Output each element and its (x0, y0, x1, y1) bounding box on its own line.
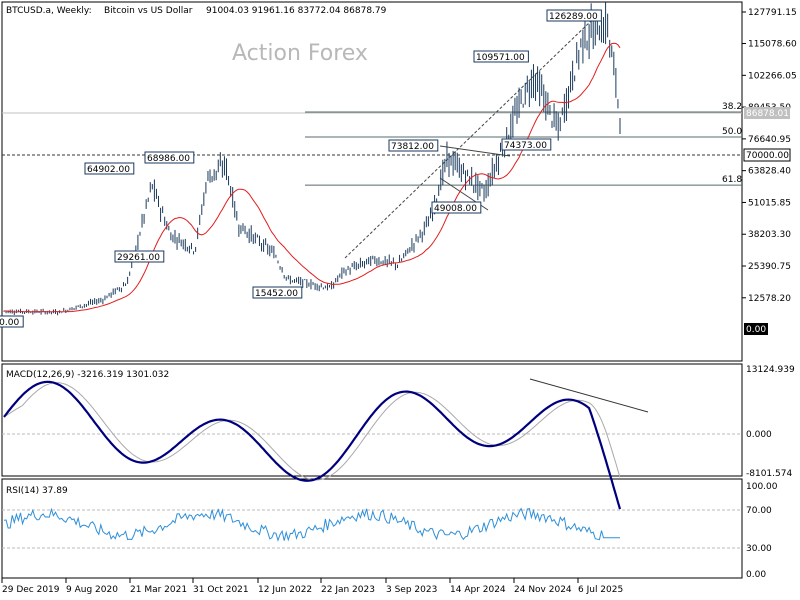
swing-label-box (252, 286, 303, 299)
price-tick-label: 12578.20 (748, 294, 791, 304)
time-axis: 29 Dec 2019 9 Aug 2020 21 Mar 2021 31 Oct 2… (1, 578, 623, 595)
chart-symbol: BTCUSD.a, Weekly: (6, 6, 92, 16)
swing-label-box (388, 139, 439, 152)
price-tick-label: 115078.60 (748, 40, 797, 50)
level-price-label: 70000.00 (746, 151, 789, 161)
rsi-title: RSI(14) 37.89 (6, 486, 68, 496)
price-tick-label: 102266.05 (748, 71, 797, 81)
swing-label: 126289.00 (549, 12, 598, 22)
swing-label: 74373.00 (504, 141, 547, 151)
macd-divergence-line (529, 378, 649, 413)
level-price-box (743, 148, 791, 162)
swing-label-box (84, 162, 135, 175)
time-label: 29 Dec 2019 (2, 585, 60, 595)
chart-description: Bitcoin vs US Dollar (104, 6, 193, 16)
macd-signal-line (3, 382, 621, 481)
fib-ratio-label: 38.2 (722, 102, 742, 112)
swing-labels: 126289.00 109571.00 73812.00 74373.00 49008.… (0, 9, 602, 328)
time-label: 31 Oct 2021 (193, 585, 249, 595)
swing-label: 15452.00 (255, 289, 298, 299)
swing-label: 49008.00 (434, 204, 477, 214)
time-label: 3 Sep 2023 (386, 585, 437, 595)
price-tick-label: 127791.15 (748, 8, 797, 18)
macd-main-line (3, 380, 622, 510)
triangle-top-line (439, 145, 511, 157)
swing-label: 29261.00 (117, 253, 160, 263)
price-tick-label: 38203.30 (748, 230, 791, 240)
moving-average-line (3, 42, 621, 313)
swing-label: 3800.00 (0, 318, 19, 328)
chart-ohlc: 91004.03 91961.16 83772.04 86878.79 (206, 6, 387, 16)
price-tick-label: 51015.85 (748, 198, 791, 208)
macd-tick-bottom: -8101.574 (746, 469, 792, 479)
swing-label: 68986.00 (147, 154, 190, 164)
swing-label-box (546, 9, 602, 22)
price-tick-label: 76640.95 (748, 135, 791, 145)
time-label: 24 Nov 2024 (514, 585, 572, 595)
rsi-tick-0: 0.00 (746, 570, 766, 580)
macd-tick-zero: 0.000 (746, 430, 772, 440)
swing-label-box (0, 315, 24, 328)
swing-label-box (144, 151, 195, 164)
fibonacci-levels: 38.2 50.0 61.8 (305, 102, 742, 186)
zero-price-box (744, 323, 768, 335)
swing-label: 109571.00 (476, 53, 525, 63)
rsi-tick-70: 70.00 (746, 506, 772, 516)
swing-label-box (114, 250, 165, 263)
zero-price-label: 0.00 (746, 325, 766, 335)
macd-panel-frame (1, 363, 743, 477)
swing-label: 64902.00 (87, 165, 130, 175)
trend-line-up (344, 19, 593, 259)
current-price-box (744, 107, 790, 119)
candles (3, 2, 621, 316)
swing-label-box (501, 138, 552, 151)
time-label: 21 Mar 2021 (130, 585, 187, 595)
time-label: 22 Jan 2023 (321, 585, 375, 595)
rsi-tick-100: 100.00 (746, 482, 778, 492)
current-price-label: 86878.01 (746, 109, 789, 119)
watermark: Action Forex (232, 41, 368, 66)
swing-label: 73812.00 (391, 142, 434, 152)
macd-tick-top: 13124.939 (746, 365, 795, 375)
swing-label-box (431, 201, 482, 214)
rsi-line (3, 507, 620, 542)
rsi-panel-frame (1, 478, 743, 579)
time-label: 6 Jul 2025 (578, 585, 623, 595)
time-label: 14 Apr 2024 (450, 585, 506, 595)
swing-label-box (473, 50, 529, 63)
time-label: 12 Jun 2022 (258, 585, 312, 595)
main-panel-frame (1, 1, 743, 362)
fib-ratio-label: 50.0 (722, 127, 742, 137)
price-tick-label: 63828.40 (748, 167, 791, 177)
fib-ratio-label: 61.8 (722, 175, 742, 185)
time-label: 9 Aug 2020 (66, 585, 118, 595)
price-tick-label: 25390.75 (748, 262, 791, 272)
rsi-tick-30: 30.00 (746, 544, 772, 554)
macd-title: MACD(12,26,9) -3216.319 1301.032 (6, 370, 169, 380)
